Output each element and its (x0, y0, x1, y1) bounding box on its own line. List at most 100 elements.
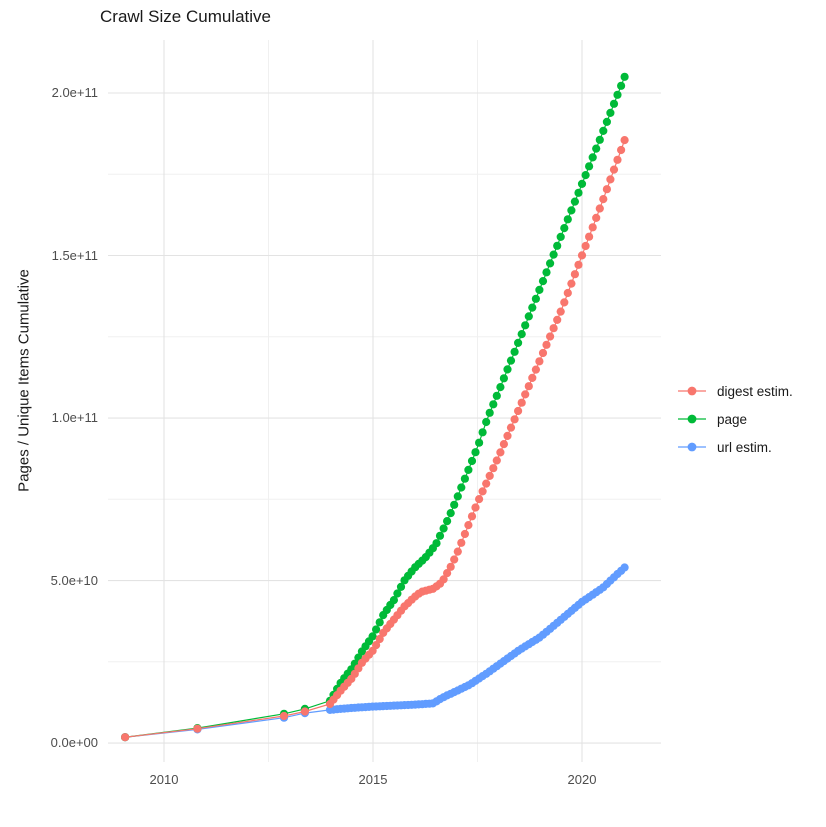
data-point (542, 340, 551, 349)
data-point (443, 517, 452, 526)
legend-label-page: page (717, 411, 748, 427)
data-point (524, 382, 533, 391)
data-point (482, 479, 491, 488)
data-point (577, 251, 587, 260)
data-point (592, 144, 601, 153)
data-point (492, 456, 501, 465)
data-point (560, 224, 569, 233)
data-point (435, 531, 445, 540)
data-point (570, 197, 580, 206)
legend-key-url-icon (678, 442, 706, 452)
data-point (482, 417, 491, 427)
y-tick-label: 1.0e+11 (51, 410, 98, 425)
data-point (570, 270, 580, 279)
data-point (528, 373, 537, 382)
data-point (446, 508, 455, 518)
data-point (457, 483, 466, 492)
data-point (389, 596, 398, 605)
data-point (279, 711, 289, 721)
data-point (581, 171, 590, 180)
data-point (300, 707, 309, 716)
data-point (521, 390, 530, 399)
data-point (450, 500, 459, 509)
data-point (542, 268, 551, 277)
data-point (620, 563, 629, 572)
data-point (467, 456, 477, 466)
legend-item-page: page (676, 405, 793, 433)
data-point (609, 99, 619, 108)
data-point (496, 448, 505, 457)
data-point (485, 408, 494, 417)
data-point (595, 135, 604, 144)
data-point (553, 315, 562, 324)
data-point (531, 294, 541, 303)
data-point (617, 145, 626, 155)
data-point (617, 81, 626, 90)
data-point (602, 185, 612, 194)
data-point (372, 641, 381, 650)
data-point (489, 400, 498, 409)
data-point (524, 312, 533, 321)
data-point (556, 232, 565, 241)
data-point (393, 589, 402, 598)
data-point (546, 332, 555, 341)
data-point (503, 365, 512, 374)
data-point (567, 279, 576, 288)
data-point (609, 165, 619, 174)
data-point (517, 330, 526, 339)
legend-item-url: url estim. (676, 433, 793, 461)
data-point (521, 321, 530, 330)
data-point (432, 539, 441, 548)
data-point (538, 277, 548, 286)
data-point (585, 162, 594, 171)
data-point (478, 487, 487, 496)
data-point (506, 423, 516, 432)
data-point (467, 512, 477, 521)
data-point (585, 232, 594, 241)
data-point (549, 324, 558, 333)
data-point (478, 428, 487, 437)
data-point (443, 569, 452, 578)
data-point (599, 195, 608, 204)
data-point (538, 348, 548, 358)
data-point (506, 356, 516, 365)
x-tick-label: 2020 (567, 772, 597, 787)
data-point (368, 632, 377, 641)
data-point (613, 155, 622, 164)
data-point (517, 398, 526, 407)
data-point (450, 555, 459, 564)
data-point (588, 153, 597, 162)
data-point (510, 415, 519, 424)
y-tick-label: 2.0e+11 (51, 85, 98, 100)
data-point (510, 347, 519, 356)
data-point (535, 285, 544, 294)
data-point (489, 464, 498, 473)
data-point (499, 440, 508, 449)
legend: digest estim. page url estim. (676, 377, 793, 461)
data-point (460, 474, 469, 483)
data-point (121, 733, 130, 742)
data-point (549, 250, 558, 259)
data-point (606, 108, 615, 117)
data-point (464, 465, 473, 474)
data-point (606, 175, 615, 184)
data-point (496, 383, 505, 392)
data-point (514, 406, 523, 416)
y-axis-title: Pages / Unique Items Cumulative (15, 269, 33, 492)
chart-title: Crawl Size Cumulative (100, 7, 271, 26)
data-point (613, 90, 622, 99)
data-point (546, 259, 555, 268)
data-point (620, 136, 629, 145)
data-point (563, 288, 572, 298)
data-point (375, 618, 384, 627)
data-point (475, 438, 484, 447)
data-point (396, 582, 406, 592)
data-point (439, 575, 448, 584)
data-point (535, 357, 544, 366)
data-point (599, 126, 608, 135)
y-tick-label: 5.0e+10 (50, 572, 98, 588)
data-point (577, 179, 587, 188)
data-point (528, 303, 537, 312)
legend-label-digest: digest estim. (717, 383, 793, 399)
